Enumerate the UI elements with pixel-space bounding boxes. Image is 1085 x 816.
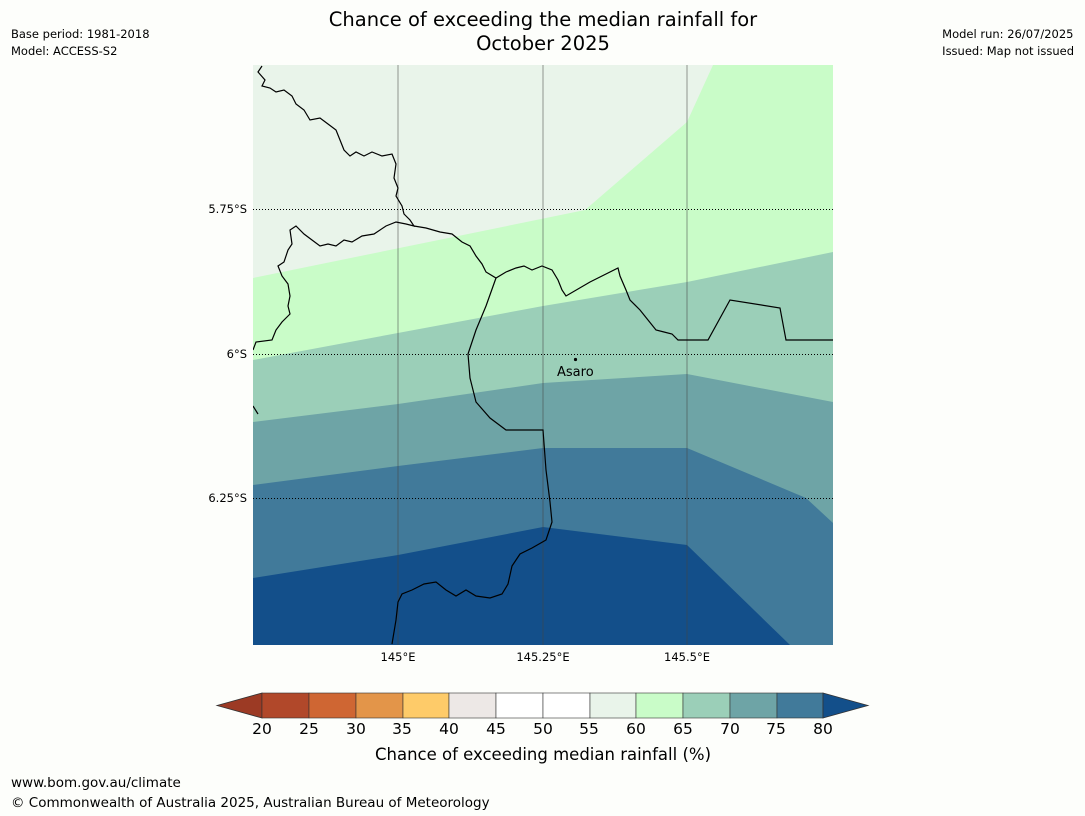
colorbar-bin-35-40 [402, 692, 450, 719]
lon-label-145: 145°E [380, 650, 416, 664]
colorbar-over-arrow [822, 692, 870, 719]
model-text: Model: ACCESS-S2 [11, 44, 118, 58]
colorbar-tick-30: 30 [346, 720, 366, 738]
lat-label-6: 6°S [226, 347, 247, 361]
colorbar-tick-55: 55 [579, 720, 599, 738]
colorbar-bin-70-75 [729, 692, 778, 719]
asaro-marker [573, 357, 578, 362]
model-run-text: Model run: 26/07/2025 [942, 27, 1074, 41]
colorbar-tick-75: 75 [766, 720, 786, 738]
colorbar-label: Chance of exceeding median rainfall (%) [374, 745, 712, 764]
map-title: Chance of exceeding the median rainfall … [243, 8, 843, 56]
colorbar-bin-20-25 [261, 692, 310, 719]
colorbar-tick-50: 50 [533, 720, 553, 738]
meta-right: Model run: 26/07/2025 Issued: Map not is… [942, 26, 1074, 60]
issued-text: Issued: Map not issued [942, 44, 1074, 58]
province-boundary-west [391, 277, 553, 645]
colorbar-bin-60-65 [635, 692, 684, 719]
lat-label-6-25: 6.25°S [208, 491, 247, 505]
colorbar-bin-50-55 [542, 692, 591, 719]
colorbar-tick-25: 25 [299, 720, 319, 738]
contour-80-plus [253, 527, 790, 645]
province-boundary-edge [253, 405, 259, 415]
place-label-asaro: Asaro [557, 365, 594, 380]
province-boundary-central [413, 225, 833, 341]
colorbar-under-arrow [215, 692, 263, 719]
colorbar-tick-20: 20 [252, 720, 272, 738]
base-period-text: Base period: 1981-2018 [11, 27, 150, 41]
colorbar-tick-60: 60 [626, 720, 646, 738]
colorbar-bin-55-60 [589, 692, 637, 719]
colorbar-tick-35: 35 [392, 720, 412, 738]
colorbar-bin-45-50 [495, 692, 544, 719]
colorbar-bin-25-30 [308, 692, 357, 719]
colorbar-tick-40: 40 [439, 720, 459, 738]
colorbar-tick-70: 70 [720, 720, 740, 738]
title-line-1: Chance of exceeding the median rainfall … [328, 8, 758, 31]
title-line-2: October 2025 [476, 32, 610, 55]
colorbar [215, 692, 870, 719]
footer-copyright: © Commonwealth of Australia 2025, Austra… [11, 795, 490, 811]
lon-label-145-25: 145.25°E [516, 650, 570, 664]
colorbar-bin-65-70 [682, 692, 731, 719]
contour-layer [253, 65, 833, 645]
colorbar-bin-40-45 [448, 692, 497, 719]
colorbar-tick-45: 45 [486, 720, 506, 738]
colorbar-bin-75-80 [776, 692, 824, 719]
province-boundary-north [253, 65, 416, 351]
colorbar-tick-65: 65 [673, 720, 693, 738]
colorbar-bin-30-35 [355, 692, 404, 719]
meta-left: Base period: 1981-2018 Model: ACCESS-S2 [11, 26, 150, 60]
colorbar-tick-80: 80 [813, 720, 833, 738]
lat-label-5-75: 5.75°S [208, 202, 247, 216]
footer-url[interactable]: www.bom.gov.au/climate [11, 775, 181, 791]
lon-label-145-5: 145.5°E [664, 650, 710, 664]
